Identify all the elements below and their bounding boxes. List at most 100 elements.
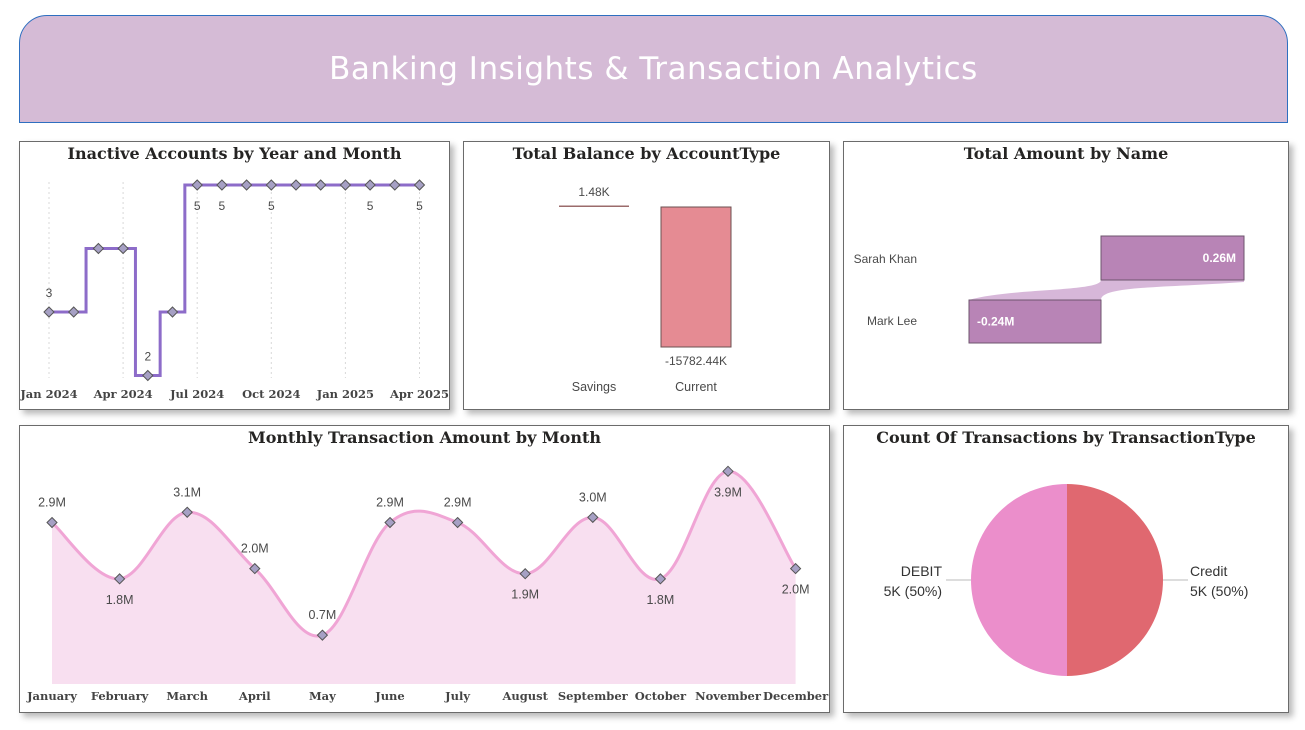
chart-title: Monthly Transaction Amount by Month	[248, 428, 601, 447]
data-point	[314, 179, 327, 191]
transaction-type-pie: DEBIT 5K (50%) Credit 5K (50%)	[884, 484, 1248, 676]
area-fill	[52, 471, 796, 684]
bar-current	[660, 206, 732, 348]
data-point	[216, 179, 228, 191]
x-tick-label: November	[695, 689, 762, 703]
data-label: 2.9M	[38, 496, 66, 510]
data-label: 3.1M	[173, 485, 201, 499]
x-tick-label: March	[166, 689, 208, 703]
ribbon-connector	[969, 280, 1244, 300]
data-point	[519, 568, 531, 580]
data-label: 1.8M	[106, 593, 134, 607]
data-point	[654, 573, 667, 585]
x-tick-label: June	[374, 689, 404, 703]
data-point	[290, 179, 302, 191]
x-tick-label: August	[501, 689, 548, 703]
data-label: 0.26M	[1203, 251, 1236, 265]
bar-mark-lee	[968, 299, 1102, 344]
data-label: -15782.44K	[665, 354, 727, 368]
data-label: 3	[46, 286, 53, 300]
data-label: 2.9M	[444, 496, 472, 510]
slice-credit	[1067, 484, 1163, 676]
inactive-series-line	[45, 183, 420, 377]
data-point	[722, 465, 734, 478]
data-label: 5	[268, 199, 275, 213]
bar-sarah-khan	[1100, 235, 1245, 281]
chart-title: Count Of Transactions by TransactionType	[876, 428, 1256, 447]
data-point	[587, 511, 599, 524]
x-tick-label: Apr 2025	[389, 387, 449, 401]
inactive-accounts-plot: 3 2 5 5 5 5 5 Jan 2024 Apr 2024 Jul 2024 Oct 2024 J…	[20, 179, 449, 401]
slice-label-value: 5K (50%)	[884, 583, 942, 599]
data-label: 3.0M	[579, 490, 607, 504]
x-tick-label: January	[26, 689, 77, 703]
data-point	[384, 516, 396, 529]
chart-title: Total Balance by AccountType	[512, 144, 781, 163]
x-tick-label: Jan 2024	[20, 387, 78, 401]
monthly-transaction-chart[interactable]: Monthly Transaction Amount by Month 2.9M…	[19, 425, 830, 713]
slice-label-name: DEBIT	[901, 563, 943, 579]
slice-debit	[971, 484, 1067, 676]
data-label: 5	[219, 199, 226, 213]
x-tick-label: Savings	[572, 380, 616, 394]
slice-label-value: 5K (50%)	[1190, 583, 1248, 599]
data-point	[142, 369, 154, 382]
data-label: 1.8M	[647, 593, 675, 607]
chart-title: Total Amount by Name	[963, 144, 1169, 163]
x-tick-label: December	[763, 689, 829, 703]
x-tick-label: Jul 2024	[169, 387, 224, 401]
data-label: 5	[416, 199, 423, 213]
data-label: 5	[367, 199, 374, 213]
data-point	[249, 562, 261, 575]
data-label: 1.48K	[578, 185, 609, 199]
y-tick-label: Sarah Khan	[854, 252, 917, 266]
data-label: 2	[144, 350, 151, 364]
data-label: 1.9M	[511, 588, 539, 602]
total-balance-chart[interactable]: Total Balance by AccountType 1.48K -15782…	[463, 141, 830, 410]
data-point	[265, 179, 278, 191]
x-tick-label: Apr 2024	[93, 387, 153, 401]
data-label: 3.9M	[714, 485, 742, 499]
data-point	[240, 179, 253, 191]
x-tick-label: September	[558, 689, 629, 703]
data-label: -0.24M	[977, 315, 1014, 329]
total-amount-plot: 0.26M Sarah Khan -0.24M Mark Lee	[854, 235, 1245, 344]
data-point	[364, 179, 376, 191]
inactive-accounts-chart[interactable]: Inactive Accounts by Year and Month 3 2 5 5…	[19, 141, 450, 410]
data-point	[43, 306, 55, 318]
header-banner: Banking Insights & Transaction Analytics	[19, 15, 1288, 123]
data-label: 2.9M	[376, 496, 404, 510]
bar-savings	[559, 205, 629, 207]
data-label: 0.7M	[309, 608, 337, 622]
data-label: 5	[194, 199, 201, 213]
data-point	[451, 516, 464, 529]
transaction-type-chart[interactable]: Count Of Transactions by TransactionType…	[843, 425, 1289, 713]
data-point	[389, 179, 401, 191]
x-tick-label: July	[444, 689, 470, 703]
data-point	[46, 516, 58, 529]
data-label: 2.0M	[241, 542, 269, 556]
data-point	[166, 306, 179, 318]
data-point	[113, 573, 126, 585]
data-point	[789, 562, 802, 575]
x-tick-label: Oct 2024	[242, 387, 300, 401]
total-amount-by-name-chart[interactable]: Total Amount by Name 0.26M Sarah Khan -0.2…	[843, 141, 1289, 410]
data-point	[92, 242, 105, 255]
x-tick-label: May	[309, 689, 336, 703]
x-tick-label: Jan 2025	[316, 387, 374, 401]
x-tick-label: February	[91, 689, 149, 703]
data-point	[181, 506, 193, 518]
data-point	[339, 179, 352, 191]
slice-label-name: Credit	[1190, 563, 1227, 579]
data-point	[67, 306, 80, 318]
data-point	[191, 179, 203, 191]
data-point	[117, 242, 129, 255]
data-label: 2.0M	[782, 583, 810, 597]
data-point	[316, 629, 329, 641]
x-tick-label: Current	[675, 380, 717, 394]
monthly-transaction-plot: 2.9M January 1.8M February 3.1M March 2.0M Apri…	[26, 465, 829, 703]
chart-title: Inactive Accounts by Year and Month	[67, 144, 402, 163]
total-balance-plot: 1.48K -15782.44K Savings Current	[559, 185, 732, 394]
dashboard-title: Banking Insights & Transaction Analytics	[329, 51, 978, 87]
x-tick-label: April	[238, 689, 271, 703]
